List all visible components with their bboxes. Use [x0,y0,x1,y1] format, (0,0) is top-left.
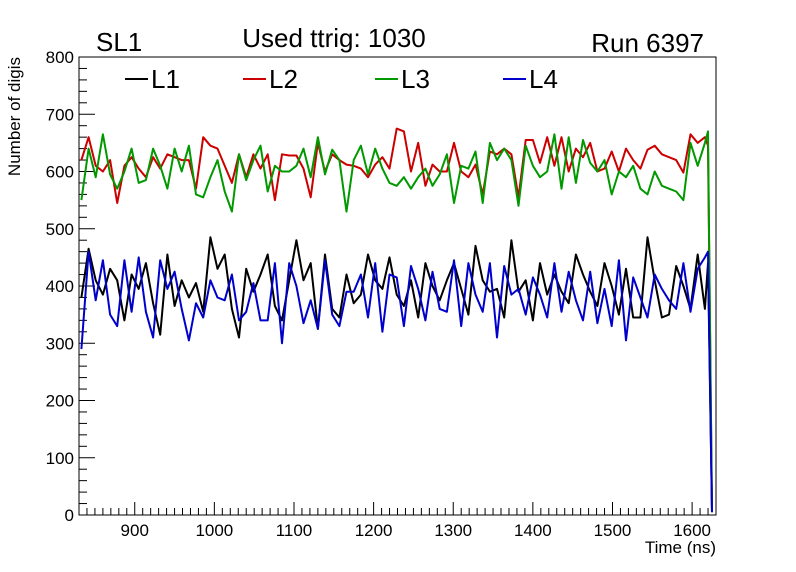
series-line-l4 [80,250,713,513]
tick-marks [78,56,717,516]
y-tick-label-0: 0 [65,506,74,525]
x-tick-label-1100: 1100 [276,521,313,540]
x-tick-label-1300: 1300 [434,521,472,540]
legend-label-l2: L2 [269,64,298,94]
title-left: SL1 [96,27,142,57]
legend: L1 L2 L3 L4 [125,64,558,94]
x-tick-label-1200: 1200 [355,521,393,540]
x-tick-label-1600: 1600 [673,521,711,540]
x-tick-label-1000: 1000 [195,521,233,540]
y-tick-label-800: 800 [46,48,74,67]
series-line-l3 [80,130,713,513]
y-tick-label-300: 300 [46,334,74,353]
y-tick-label-500: 500 [46,220,74,239]
title-right: Run 6397 [591,28,704,58]
y-tick-label-400: 400 [46,277,74,296]
y-axis-label: Number of digis [5,57,24,176]
series-lines [80,127,713,513]
y-tick-label-700: 700 [46,105,74,124]
legend-label-l4: L4 [529,64,558,94]
x-tick-label-1400: 1400 [514,521,552,540]
y-tick-label-600: 600 [46,163,74,182]
chart-title: Used ttrig: 1030 [242,23,426,53]
series-line-l2 [80,127,713,513]
x-tick-label-900: 900 [121,521,149,540]
tick-labels: 900 1000 1100 1200 1300 1400 1500 1600 0 100 200 30… [46,48,711,540]
legend-label-l1: L1 [151,64,180,94]
y-tick-label-200: 200 [46,392,74,411]
x-tick-label-1500: 1500 [594,521,632,540]
y-tick-label-100: 100 [46,449,74,468]
legend-label-l3: L3 [401,64,430,94]
x-axis-label: Time (ns) [645,538,716,557]
